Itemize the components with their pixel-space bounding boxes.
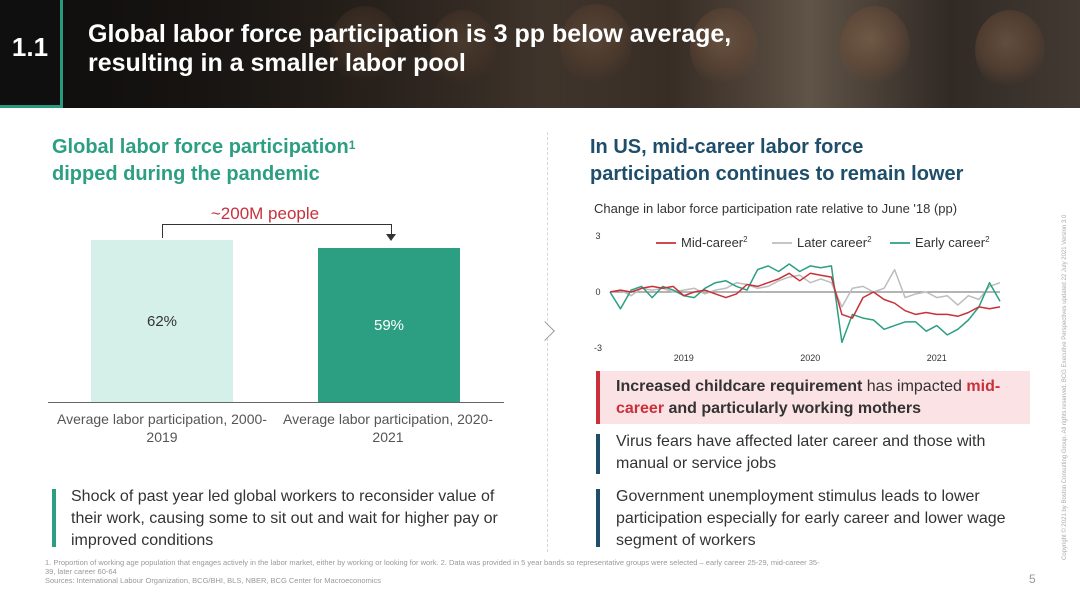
chevron-right-icon bbox=[535, 321, 555, 341]
section-number: 1.1 bbox=[11, 32, 49, 62]
y-tick-label: 3 bbox=[595, 231, 600, 241]
callout-accent-bar bbox=[52, 489, 56, 547]
footnote-marker: 1 bbox=[348, 138, 356, 152]
insight-virus-fears: Virus fears have affected later career a… bbox=[616, 433, 986, 472]
page-title: Global labor force participation is 3 pp… bbox=[88, 20, 808, 78]
x-tick-label: 2021 bbox=[927, 353, 947, 363]
left-callout: Shock of past year led global workers to… bbox=[71, 488, 498, 549]
copyright-notice: Copyright © 2021 by Boston Consulting Gr… bbox=[1062, 214, 1068, 560]
footnote: 1. Proportion of working age population … bbox=[45, 558, 975, 585]
difference-bracket bbox=[162, 224, 392, 238]
legend-label: Mid-career2 bbox=[681, 235, 748, 250]
header-banner: 1.1 Global labor force participation is … bbox=[0, 0, 1080, 108]
bar-baseline bbox=[48, 402, 504, 403]
page-number: 5 bbox=[1029, 572, 1036, 586]
left-heading-line-2: dipped during the pandemic bbox=[52, 163, 320, 185]
x-tick-label: 2019 bbox=[674, 353, 694, 363]
series-line-early-career bbox=[609, 263, 1001, 344]
left-heading: Global labor force participation1 dipped… bbox=[52, 134, 472, 188]
left-heading-line-1: Global labor force participation1 bbox=[52, 136, 356, 158]
right-heading-line-1: In US, mid-career labor force bbox=[590, 136, 864, 158]
insight-accent-bar bbox=[596, 489, 600, 547]
y-tick-label: 0 bbox=[595, 287, 600, 297]
insight-highlight bbox=[596, 371, 1030, 424]
difference-arrow-icon bbox=[386, 234, 396, 241]
right-heading: In US, mid-career labor force participat… bbox=[590, 134, 1030, 188]
legend-label: Early career2 bbox=[915, 235, 990, 250]
insight-accent-bar bbox=[596, 371, 600, 424]
bar-2020-2021 bbox=[318, 248, 460, 402]
line-chart-title: Change in labor force participation rate… bbox=[594, 201, 958, 216]
insight-stimulus: Government unemployment stimulus leads t… bbox=[616, 488, 1006, 549]
footnote-sources: Sources: International Labour Organizati… bbox=[45, 576, 381, 585]
panel-divider bbox=[547, 132, 548, 552]
footnote-line-2: 39, later career 60-64 bbox=[45, 567, 117, 576]
bar-value-label: 62% bbox=[146, 313, 178, 331]
legend-label: Later career2 bbox=[797, 235, 872, 250]
page-title-line-2: resulting in a smaller labor pool bbox=[88, 49, 466, 77]
bar-category-label: Average labor participation, 2020-2021 bbox=[283, 411, 493, 445]
x-tick-label: 2020 bbox=[800, 353, 820, 363]
insight-childcare: Increased childcare requirement has impa… bbox=[616, 378, 1001, 417]
bar-2000-2019 bbox=[91, 240, 233, 402]
page-title-line-1: Global labor force participation is 3 pp… bbox=[88, 20, 732, 48]
difference-label: ~200M people bbox=[190, 204, 340, 224]
series-line-mid-career bbox=[609, 272, 1001, 319]
right-heading-line-2: participation continues to remain lower bbox=[590, 163, 964, 185]
insight-accent-bar bbox=[596, 434, 600, 474]
section-number-box bbox=[0, 0, 63, 108]
footnote-line-1: 1. Proportion of working age population … bbox=[45, 558, 820, 567]
bar-value-label: 59% bbox=[373, 317, 405, 335]
y-tick-label: -3 bbox=[594, 343, 602, 353]
header-tint bbox=[0, 0, 1080, 108]
bar-category-label: Average labor participation, 2000-2019 bbox=[57, 411, 267, 445]
line-chart: 3 0 -3 2019 2020 2021 Mid-career2 Later career2… bbox=[594, 231, 1001, 363]
